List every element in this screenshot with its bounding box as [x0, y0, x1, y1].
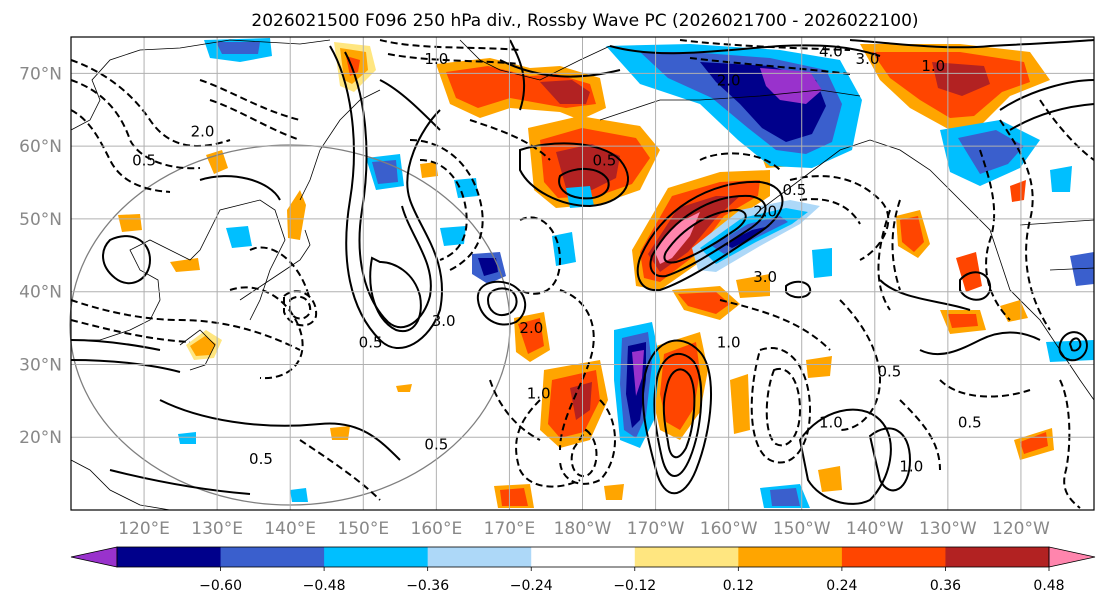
colorbar-tick-label: −0.36: [406, 578, 449, 594]
contour-value-label: 2.0: [519, 319, 543, 337]
lon-label: 160°E: [411, 519, 463, 539]
map-panel: 0.5 0.5 0.5 2.0 1.0 0.5 0.5 2.0 2.0 4.0 3.0 1.0 3.0 1…: [69, 36, 1095, 511]
map-frame: [70, 36, 1095, 511]
lat-label: 60°N: [19, 137, 62, 157]
lon-label: 140°W: [846, 519, 904, 539]
colorbar-swatch: [531, 547, 636, 567]
contour-value-label: 1.0: [717, 334, 741, 352]
contour-value-label: 4.0: [819, 43, 843, 61]
contour-value-label: 2.0: [191, 123, 215, 141]
contour-value-label: 3.0: [856, 50, 880, 68]
colorbar-tick-label: −0.48: [303, 578, 346, 594]
colorbar-tick-label: 0.24: [826, 578, 857, 594]
contour-value-label: 0.5: [877, 363, 901, 381]
longitude-labels: 120°E 130°E 140°E 150°E 160°E 170°E 180°W 170°W…: [118, 519, 1050, 539]
contour-value-label: 1.0: [921, 57, 945, 75]
lon-label: 150°E: [337, 519, 389, 539]
colorbar: −0.60 −0.48 −0.36 −0.24 −0.12 0.12 0.24 0.36 0.4…: [70, 546, 1096, 594]
contour-value-label: 0.5: [424, 436, 448, 454]
colorbar-frame: [116, 546, 1050, 568]
colorbar-tick-label: −0.60: [199, 578, 242, 594]
dashed-contours: [70, 39, 1095, 509]
lon-label: 130°W: [919, 519, 977, 539]
lat-label: 50°N: [19, 210, 62, 230]
colorbar-tick-label: 0.36: [930, 578, 961, 594]
latitude-labels: 70°N 60°N 50°N 40°N 30°N 20°N: [19, 64, 62, 448]
colorbar-swatch: [945, 547, 1050, 567]
colorbar-swatch: [220, 547, 325, 567]
colorbar-max-extension: [1048, 546, 1096, 568]
contour-value-label: 3.0: [432, 312, 456, 330]
contour-value-label: 0.5: [592, 152, 616, 170]
lon-label: 180°W: [554, 519, 612, 539]
lon-label: 140°E: [264, 519, 316, 539]
colorbar-swatch: [738, 547, 843, 567]
colorbar-tick-label: 0.12: [723, 578, 754, 594]
contour-value-label: 0.5: [958, 414, 982, 432]
contour-value-label: 0.5: [132, 152, 156, 170]
lon-label: 160°W: [700, 519, 758, 539]
lon-label: 120°W: [992, 519, 1050, 539]
lon-label: 130°E: [191, 519, 243, 539]
contour-value-label: 1.0: [899, 457, 923, 475]
contour-value-label: 2.0: [717, 72, 741, 90]
colorbar-swatch: [117, 547, 222, 567]
colorbar-swatch: [427, 547, 532, 567]
figure-title: 2026021500 F096 250 hPa div., Rossby Wav…: [251, 11, 918, 31]
lat-label: 70°N: [19, 64, 62, 84]
colorbar-tick-label: −0.12: [613, 578, 656, 594]
solid-contours: [70, 39, 1095, 505]
colorbar-min-extension: [70, 546, 118, 568]
colorbar-tick-label: −0.24: [510, 578, 553, 594]
colorbar-swatch: [324, 547, 429, 567]
lon-label: 120°E: [118, 519, 170, 539]
colorbar-tick-label: 0.48: [1033, 578, 1064, 594]
coastlines: [70, 39, 1095, 511]
contour-value-label: 1.0: [819, 414, 843, 432]
contour-value-label: 0.5: [782, 181, 806, 199]
contour-value-label: 1.0: [424, 50, 448, 68]
lat-label: 40°N: [19, 283, 62, 303]
contour-value-label: 3.0: [753, 268, 777, 286]
grid-lines: [71, 37, 1094, 510]
negative-divergence-shading: [178, 38, 1094, 508]
colorbar-swatch: [634, 547, 739, 567]
lat-label: 20°N: [19, 428, 62, 448]
colorbar-swatch: [841, 547, 946, 567]
contour-value-label: 2.0: [753, 203, 777, 221]
contour-value-label: 0.5: [359, 334, 383, 352]
contour-value-label: 1.0: [527, 385, 551, 403]
contour-labels: 0.5 0.5 0.5 2.0 1.0 0.5 0.5 2.0 2.0 4.0 3.0 1.0 3.0 1…: [132, 43, 982, 476]
lon-label: 150°W: [773, 519, 831, 539]
contour-value-label: 0.5: [249, 450, 273, 468]
lon-label: 170°W: [627, 519, 685, 539]
lon-label: 170°E: [484, 519, 536, 539]
lat-label: 30°N: [19, 355, 62, 375]
